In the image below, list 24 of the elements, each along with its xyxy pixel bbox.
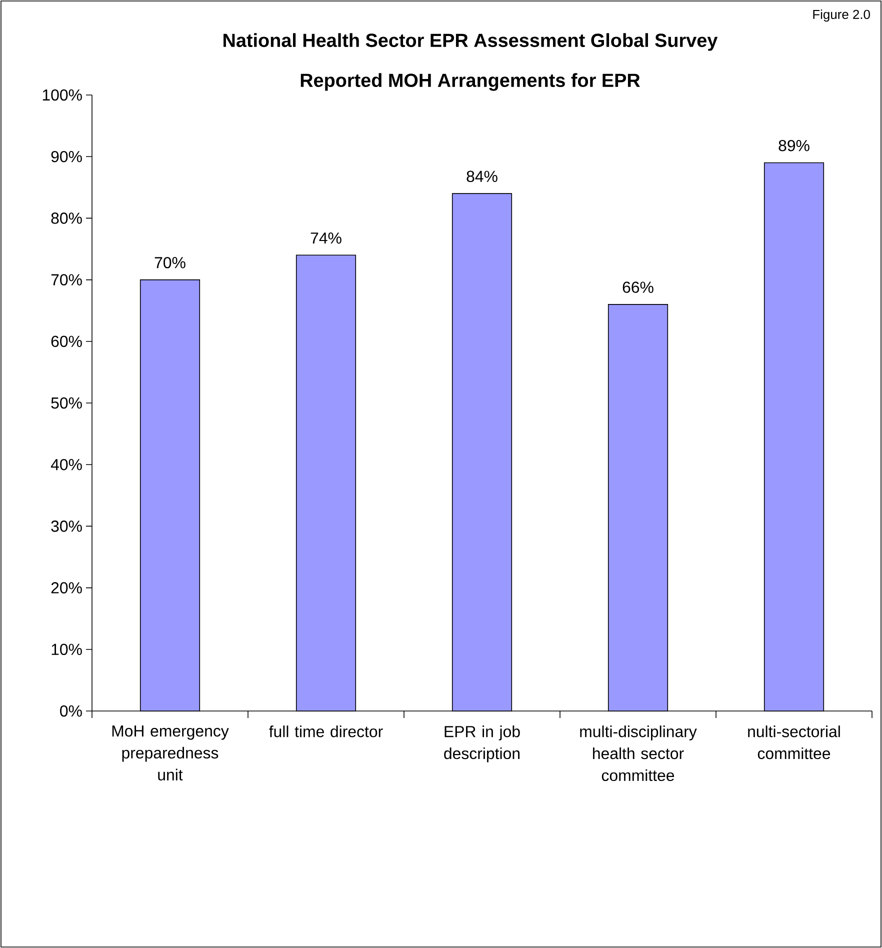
x-tick-label: nulti-sectorial committee: [748, 726, 840, 760]
chart-subtitle: Reported MOH Arrangements for EPR: [300, 73, 640, 91]
y-tick-label: 70%: [51, 274, 82, 286]
y-tick-label: 50%: [51, 397, 82, 409]
y-tick-label: 60%: [51, 336, 82, 348]
data-label: 74%: [310, 232, 342, 244]
data-label: 66%: [622, 282, 654, 293]
x-tick-label: multi-disciplinary health sector committee: [580, 726, 697, 782]
chart-title: National Health Sector EPR Assessment Global Survey: [224, 33, 718, 51]
x-tick-label: EPR in job description: [444, 726, 520, 762]
y-tick-label: 0%: [60, 705, 82, 717]
data-label: 89%: [778, 140, 810, 152]
y-tick-label: 20%: [51, 582, 82, 594]
caption: Figure 2.0: [813, 10, 870, 22]
y-tick-label: 100%: [42, 89, 82, 101]
x-tick-label: full time director: [269, 726, 383, 738]
y-tick-label: 30%: [51, 520, 82, 532]
y-tick-label: 80%: [51, 212, 82, 224]
data-label: 84%: [466, 170, 498, 182]
y-tick-label: 40%: [50, 458, 82, 470]
y-tick-label: 10%: [52, 644, 82, 656]
data-label: 70%: [154, 256, 186, 268]
x-tick-label: MoH emergency preparedness unit: [112, 726, 229, 780]
y-tick-label: 90%: [51, 150, 82, 162]
